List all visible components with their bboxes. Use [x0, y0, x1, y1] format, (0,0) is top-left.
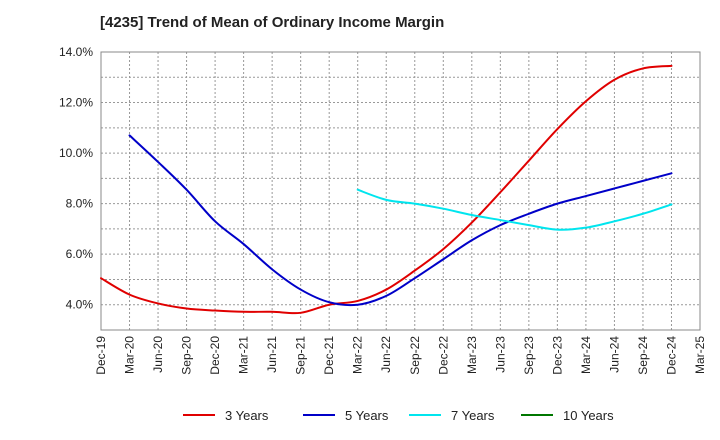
legend-label: 7 Years	[451, 407, 495, 423]
x-tick-label: Sep-22	[408, 336, 422, 375]
x-tick-label: Dec-21	[322, 336, 336, 375]
x-tick-label: Dec-23	[550, 336, 564, 375]
legend-swatch	[521, 414, 553, 416]
x-tick-label: Sep-21	[294, 336, 308, 375]
tick-labels: 4.0% 6.0% 8.0% 10.0% 12.0% 14.0% Dec-19 Mar-20 J…	[59, 45, 707, 375]
x-tick-label: Sep-23	[522, 336, 536, 375]
legend-swatch	[303, 414, 335, 416]
legend-item-3-years: 3 Years	[183, 404, 268, 426]
series-line-3-years	[100, 64, 673, 315]
x-tick-label: Jun-21	[265, 336, 279, 373]
y-tick-label: 14.0%	[59, 45, 93, 59]
legend: 3 Years 5 Years 7 Years 10 Years	[0, 404, 720, 426]
x-tick-label: Dec-22	[436, 336, 450, 375]
chart-title: [4235] Trend of Mean of Ordinary Income …	[100, 14, 445, 31]
x-tick-label: Sep-24	[636, 336, 650, 375]
legend-item-10-years: 10 Years	[521, 404, 614, 426]
x-tick-label: Mar-25	[693, 336, 707, 374]
series-line-5-years	[128, 134, 673, 307]
legend-label: 10 Years	[563, 407, 614, 423]
y-tick-label: 4.0%	[66, 298, 94, 312]
y-tick-label: 12.0%	[59, 96, 93, 110]
plot-frame	[100, 51, 701, 331]
axes	[100, 51, 701, 331]
legend-item-5-years: 5 Years	[303, 404, 388, 426]
x-tick-label: Jun-20	[151, 336, 165, 373]
x-tick-label: Jun-22	[379, 336, 393, 373]
x-tick-label: Sep-20	[180, 336, 194, 375]
x-tick-label: Jun-23	[493, 336, 507, 373]
x-tick-label: Mar-24	[579, 336, 593, 374]
series-line-7-years	[356, 188, 673, 231]
legend-label: 3 Years	[225, 407, 269, 423]
x-tick-label: Dec-20	[208, 336, 222, 375]
y-tick-label: 8.0%	[66, 197, 94, 211]
x-tick-label: Mar-21	[237, 336, 251, 374]
x-tick-label: Mar-22	[351, 336, 365, 374]
x-tick-label: Mar-23	[465, 336, 479, 374]
legend-item-7-years: 7 Years	[409, 404, 494, 426]
x-tick-label: Jun-24	[607, 336, 621, 373]
x-tick-label: Dec-19	[94, 336, 108, 375]
series-lines	[100, 64, 673, 315]
legend-swatch	[409, 414, 441, 416]
y-tick-label: 6.0%	[66, 247, 94, 261]
y-tick-label: 10.0%	[59, 146, 93, 160]
x-tick-label: Dec-24	[664, 336, 678, 375]
legend-swatch	[183, 414, 215, 416]
x-tick-label: Mar-20	[123, 336, 137, 374]
legend-label: 5 Years	[345, 407, 389, 423]
